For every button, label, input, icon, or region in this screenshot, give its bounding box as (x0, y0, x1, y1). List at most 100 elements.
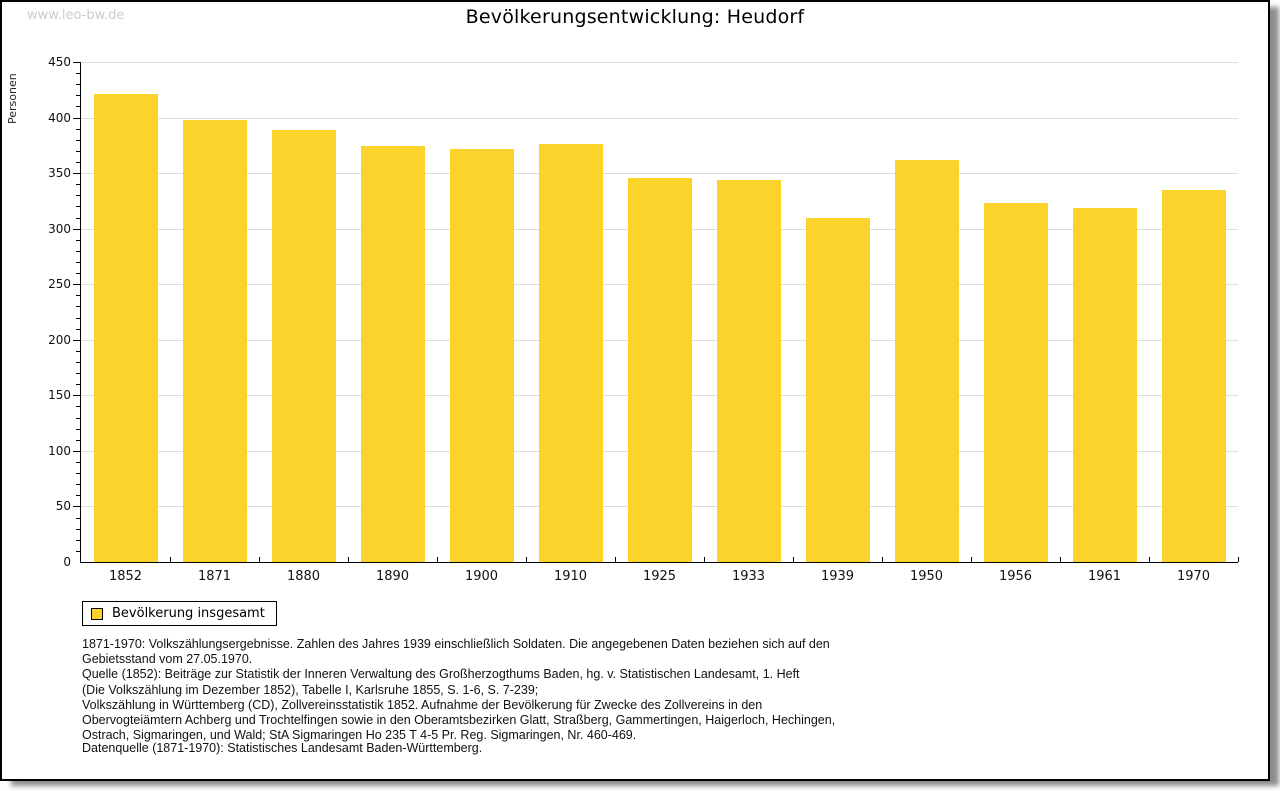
y-minor-tick (76, 250, 81, 252)
y-minor-tick (76, 128, 81, 130)
y-major-tick (73, 228, 81, 230)
y-minor-tick (76, 517, 81, 519)
y-tick-label: 450 (48, 55, 71, 69)
x-tick-label: 1956 (998, 569, 1033, 584)
plot-area: 0 50 100 150 200 250 300 350 400 450 1852 1871 1880… (48, 55, 1239, 584)
y-minor-tick (76, 384, 81, 386)
gridline (81, 117, 1238, 119)
bar (1161, 189, 1226, 562)
page-title: Bevölkerungsentwicklung: Heudorf (465, 6, 805, 28)
x-tick-label: 1871 (197, 569, 232, 584)
x-boundary-tick (437, 557, 438, 562)
x-boundary-tick (526, 557, 527, 562)
footer-datasource: Datenquelle (1871-1970): Statistisches L… (82, 741, 483, 755)
x-tick-label: 1939 (820, 569, 855, 584)
bar-slot: 1925 (615, 62, 704, 584)
legend-swatch-icon (91, 607, 103, 620)
bar (271, 129, 336, 562)
bar (449, 148, 514, 562)
y-minor-tick (76, 206, 81, 208)
bar-slot: 1933 (704, 62, 793, 584)
x-tick-label: 1950 (909, 569, 944, 584)
y-major-tick (73, 173, 81, 175)
x-boundary-tick (1149, 557, 1150, 562)
bar-slot: 1871 (170, 62, 259, 584)
y-minor-tick (76, 139, 81, 141)
x-boundary-tick (793, 557, 794, 562)
y-minor-tick (76, 528, 81, 530)
x-boundary-tick (1238, 557, 1239, 562)
y-tick-label: 250 (48, 277, 71, 292)
y-tick-label: 100 (48, 443, 71, 458)
bar (182, 119, 247, 562)
y-minor-tick (76, 295, 81, 297)
y-minor-tick (76, 495, 81, 497)
x-boundary-tick (882, 557, 883, 562)
footer-line: 1871-1970: Volkszählungsergebnisse. Zahl… (82, 637, 830, 651)
x-boundary-tick (615, 557, 616, 562)
x-boundary-tick (971, 557, 972, 562)
legend: Bevölkerung insgesamt (82, 601, 277, 626)
bar-slot: 1900 (437, 62, 526, 584)
y-minor-tick (76, 462, 81, 463)
watermark: www.leo-bw.de (27, 8, 125, 23)
y-minor-tick (76, 373, 81, 375)
y-minor-tick (76, 428, 81, 430)
bar (894, 159, 959, 562)
bar-slot: 1852 (81, 62, 170, 584)
y-tick-label: 350 (48, 166, 71, 181)
x-tick-label: 1961 (1087, 569, 1122, 584)
y-minor-tick (76, 406, 81, 408)
x-tick-label: 1970 (1176, 569, 1211, 584)
y-minor-tick (76, 73, 81, 75)
y-minor-tick (76, 317, 81, 319)
x-tick-label: 1880 (286, 569, 321, 584)
bar (627, 177, 692, 562)
legend-label: Bevölkerung insgesamt (112, 606, 265, 621)
y-minor-tick (76, 84, 81, 86)
y-minor-tick (76, 484, 81, 486)
bar (360, 146, 425, 562)
bar-slot: 1890 (348, 62, 437, 584)
y-major-tick (73, 339, 81, 341)
y-minor-tick (76, 262, 81, 263)
y-minor-tick (76, 550, 81, 552)
footer-line: Quelle (1852): Beiträge zur Statistik de… (82, 667, 800, 682)
x-tick-label: 1910 (553, 569, 588, 584)
bar-slot: 1880 (259, 62, 348, 584)
x-boundary-tick (170, 557, 171, 562)
y-tick-label: 50 (55, 499, 71, 514)
y-minor-tick (76, 184, 81, 186)
x-boundary-tick (348, 557, 349, 562)
y-tick-label: 400 (48, 110, 71, 125)
chart-page: www.leo-bw.de Bevölkerungsentwicklung: H… (0, 0, 1270, 781)
bar-slot: 1950 (882, 62, 971, 584)
x-tick-label: 1933 (731, 569, 766, 584)
bar-slot: 1939 (793, 62, 882, 584)
x-boundary-tick (259, 557, 260, 562)
y-minor-tick (76, 306, 81, 308)
bar (1072, 207, 1137, 562)
x-boundary-tick (1060, 557, 1061, 562)
y-major-tick (73, 506, 81, 508)
y-minor-tick (76, 473, 81, 475)
y-minor-tick (76, 195, 81, 197)
footer-line: Gebietsstand vom 27.05.1970. (82, 652, 253, 667)
bar-slot: 1970 (1149, 62, 1238, 584)
y-minor-tick (76, 539, 81, 541)
y-tick-label: 200 (48, 332, 71, 347)
y-major-tick (73, 62, 81, 63)
y-major-tick (73, 117, 81, 119)
y-minor-tick (76, 350, 81, 352)
bar (538, 144, 603, 562)
y-axis-label: Personen (6, 73, 19, 124)
gridline (81, 173, 1238, 175)
footer-line: Ostrach, Sigmaringen, und Wald; StA Sigm… (82, 728, 637, 743)
y-tick-label: 300 (48, 221, 71, 236)
gridline (81, 62, 1238, 63)
y-minor-tick (76, 417, 81, 419)
x-tick-label: 1925 (642, 569, 677, 584)
y-tick-label: 0 (63, 555, 71, 569)
y-major-tick (73, 284, 81, 286)
y-minor-tick (76, 328, 81, 330)
